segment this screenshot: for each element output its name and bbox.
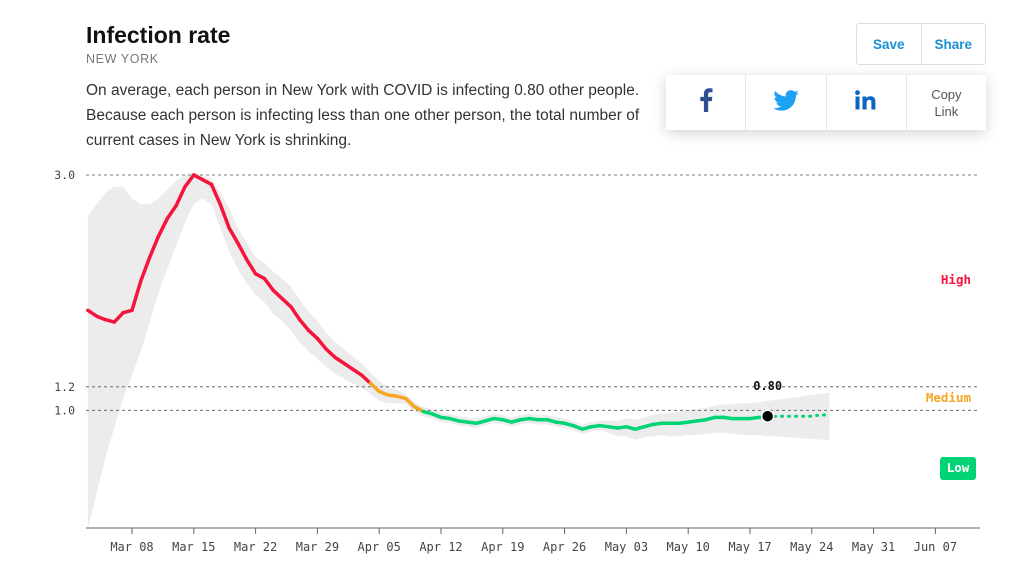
- rate-line-segment: [183, 173, 196, 189]
- action-button-group: Save Share: [856, 23, 986, 65]
- rate-line-segment: [315, 336, 328, 351]
- linkedin-icon: [855, 90, 877, 115]
- rate-line-segment: [342, 361, 355, 371]
- x-tick-label: May 10: [667, 540, 710, 554]
- x-tick-label: Mar 29: [296, 540, 339, 554]
- rate-line-segment: [86, 308, 99, 318]
- rate-line-segment: [130, 279, 143, 313]
- copy-link-label-line1: Copy: [931, 86, 962, 102]
- rate-line-segment: [306, 328, 320, 341]
- x-tick-label: Mar 15: [172, 540, 215, 554]
- rate-line-segment: [333, 355, 346, 366]
- x-tick-label: Mar 08: [110, 540, 153, 554]
- copy-link-button[interactable]: Copy Link: [905, 75, 986, 130]
- x-tick-label: May 17: [728, 540, 771, 554]
- rate-line-segment: [271, 288, 284, 301]
- x-tick-label: Apr 19: [481, 540, 524, 554]
- rate-line-segment: [156, 216, 170, 238]
- twitter-icon: [773, 89, 799, 116]
- x-tick-label: Apr 05: [358, 540, 401, 554]
- save-button[interactable]: Save: [872, 36, 905, 52]
- zone-label-medium: Medium: [926, 390, 972, 405]
- rate-line-segment: [165, 203, 178, 221]
- rate-line-segment: [209, 182, 223, 207]
- x-tick-label: Jun 07: [914, 540, 957, 554]
- rate-line-segment: [174, 185, 187, 208]
- current-value-label: 0.80: [753, 379, 782, 393]
- x-tick-label: Apr 12: [419, 540, 462, 554]
- zone-label-low: Low: [947, 460, 970, 475]
- share-facebook-button[interactable]: [666, 75, 745, 130]
- rate-line-segment: [368, 381, 381, 394]
- x-tick-label: May 31: [852, 540, 895, 554]
- rate-line-segment: [324, 347, 337, 360]
- zone-badge-low: [940, 457, 976, 480]
- y-tick-label: 3.0: [54, 168, 75, 182]
- share-linkedin-button[interactable]: [825, 75, 906, 130]
- facebook-icon: [699, 88, 713, 117]
- chart-description: On average, each person in New York with…: [86, 82, 640, 149]
- y-tick-label: 1.2: [54, 380, 75, 394]
- x-tick-label: Mar 22: [234, 540, 277, 554]
- rate-line-segment: [359, 373, 373, 386]
- region-subtitle: NEW YORK: [86, 52, 159, 66]
- copy-link-label-line2: Link: [934, 103, 959, 119]
- share-twitter-button[interactable]: [745, 75, 825, 130]
- x-tick-label: Apr 26: [543, 540, 586, 554]
- rate-line-segment: [289, 305, 302, 322]
- rate-line-segment: [139, 255, 152, 283]
- x-tick-label: May 24: [790, 540, 833, 554]
- rate-line-segment: [147, 234, 161, 260]
- current-value-point: [760, 409, 775, 423]
- rate-line-segment: [236, 241, 249, 262]
- rate-line-segment: [297, 317, 311, 333]
- chart-header: Infection rate NEW YORK On average, each…: [86, 20, 666, 153]
- rate-line-segment: [112, 310, 125, 324]
- infection-rate-chart: 3.0 1.2 1.0 Mar 08 Mar 15 Mar 22 Mar 29 Apr 05 A…: [54, 168, 980, 554]
- y-tick-label: 1.0: [54, 403, 75, 417]
- share-menu: Copy Link: [666, 75, 986, 130]
- rate-line-segment: [245, 257, 258, 276]
- rate-line-segment: [403, 396, 417, 409]
- chart-title: Infection rate: [86, 22, 231, 48]
- rate-line-segment: [227, 226, 240, 245]
- rate-line-segment: [280, 296, 293, 309]
- share-button[interactable]: Share: [920, 24, 986, 64]
- rate-line-segment: [350, 367, 364, 377]
- rate-line-segment: [262, 276, 276, 293]
- confidence-band: [87, 172, 830, 528]
- zone-label-high: High: [941, 272, 971, 287]
- rate-line-segment: [218, 202, 231, 230]
- x-tick-label: May 03: [605, 540, 648, 554]
